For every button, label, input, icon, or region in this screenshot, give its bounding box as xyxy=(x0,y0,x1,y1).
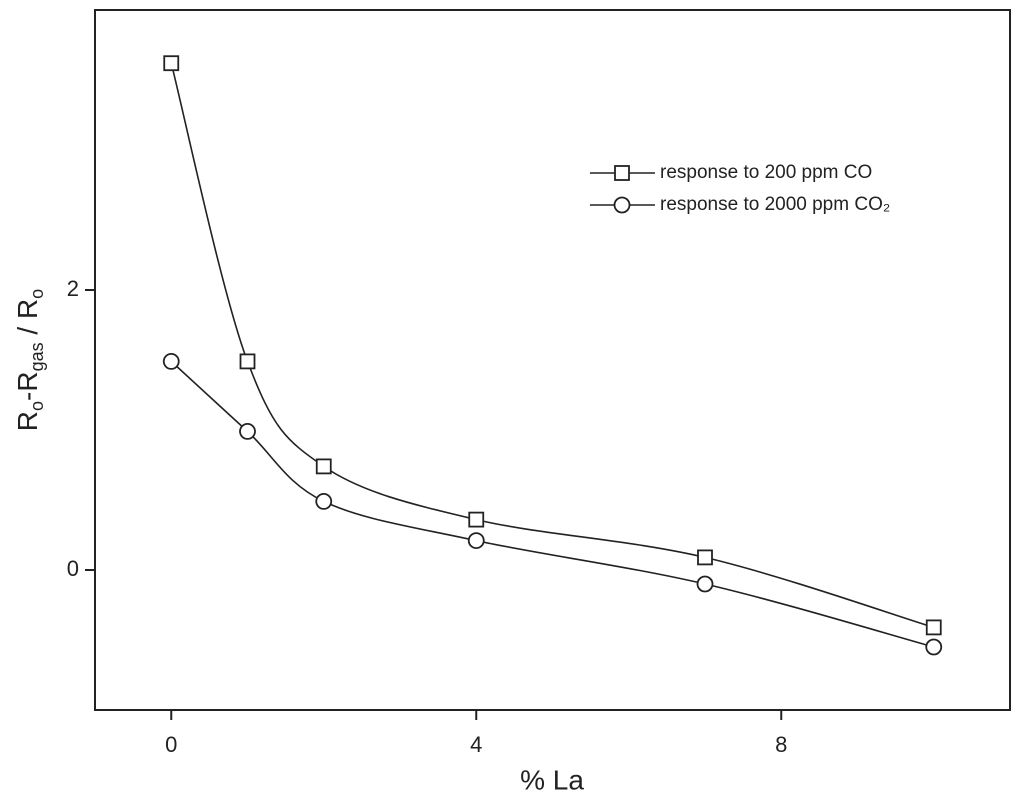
plot-frame xyxy=(94,9,1011,711)
x-tick-label: 0 xyxy=(165,732,177,757)
y-title-part: -R xyxy=(12,371,43,401)
marker xyxy=(239,353,256,370)
y-title-part: o xyxy=(27,289,47,299)
legend-label: response to 200 ppm CO xyxy=(660,162,872,183)
legend-label: response to 2000 ppm CO₂ xyxy=(660,194,890,215)
y-title-part: o xyxy=(27,401,47,411)
marker xyxy=(925,619,942,636)
legend-marker xyxy=(613,196,631,214)
marker xyxy=(315,492,333,510)
x-tick-label: 8 xyxy=(775,732,787,757)
series-line xyxy=(170,63,934,629)
marker xyxy=(468,511,485,528)
marker xyxy=(696,575,714,593)
y-title-part: / R xyxy=(12,299,43,343)
marker xyxy=(697,549,713,566)
y-axis-title: Ro-Rgas / Ro xyxy=(12,289,46,431)
marker xyxy=(467,532,485,549)
marker xyxy=(925,638,943,656)
y-title-part: gas xyxy=(27,342,47,371)
marker xyxy=(163,55,180,72)
x-axis-title: % La xyxy=(520,764,584,795)
marker xyxy=(239,422,256,440)
legend-marker xyxy=(614,165,630,181)
series-line xyxy=(170,360,934,648)
y-tick-label: 2 xyxy=(67,276,79,301)
x-tick-label: 4 xyxy=(470,732,482,757)
y-tick-label: 0 xyxy=(67,556,79,581)
y-title-part: R xyxy=(12,411,43,431)
marker xyxy=(315,458,332,475)
marker xyxy=(162,352,180,370)
